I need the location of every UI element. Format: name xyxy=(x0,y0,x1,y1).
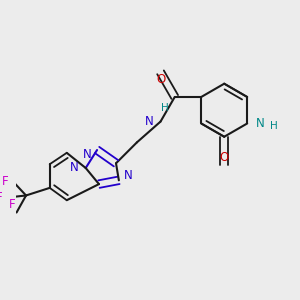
Text: N: N xyxy=(70,161,79,175)
Text: H: H xyxy=(270,121,278,131)
Text: F: F xyxy=(2,175,8,188)
Text: F: F xyxy=(8,198,15,212)
Text: F: F xyxy=(0,191,3,204)
Text: H: H xyxy=(161,103,169,113)
Text: N: N xyxy=(124,169,133,182)
Text: O: O xyxy=(156,74,165,86)
Text: N: N xyxy=(83,148,92,161)
Text: N: N xyxy=(256,117,265,130)
Text: N: N xyxy=(145,115,154,128)
Text: O: O xyxy=(220,151,229,164)
